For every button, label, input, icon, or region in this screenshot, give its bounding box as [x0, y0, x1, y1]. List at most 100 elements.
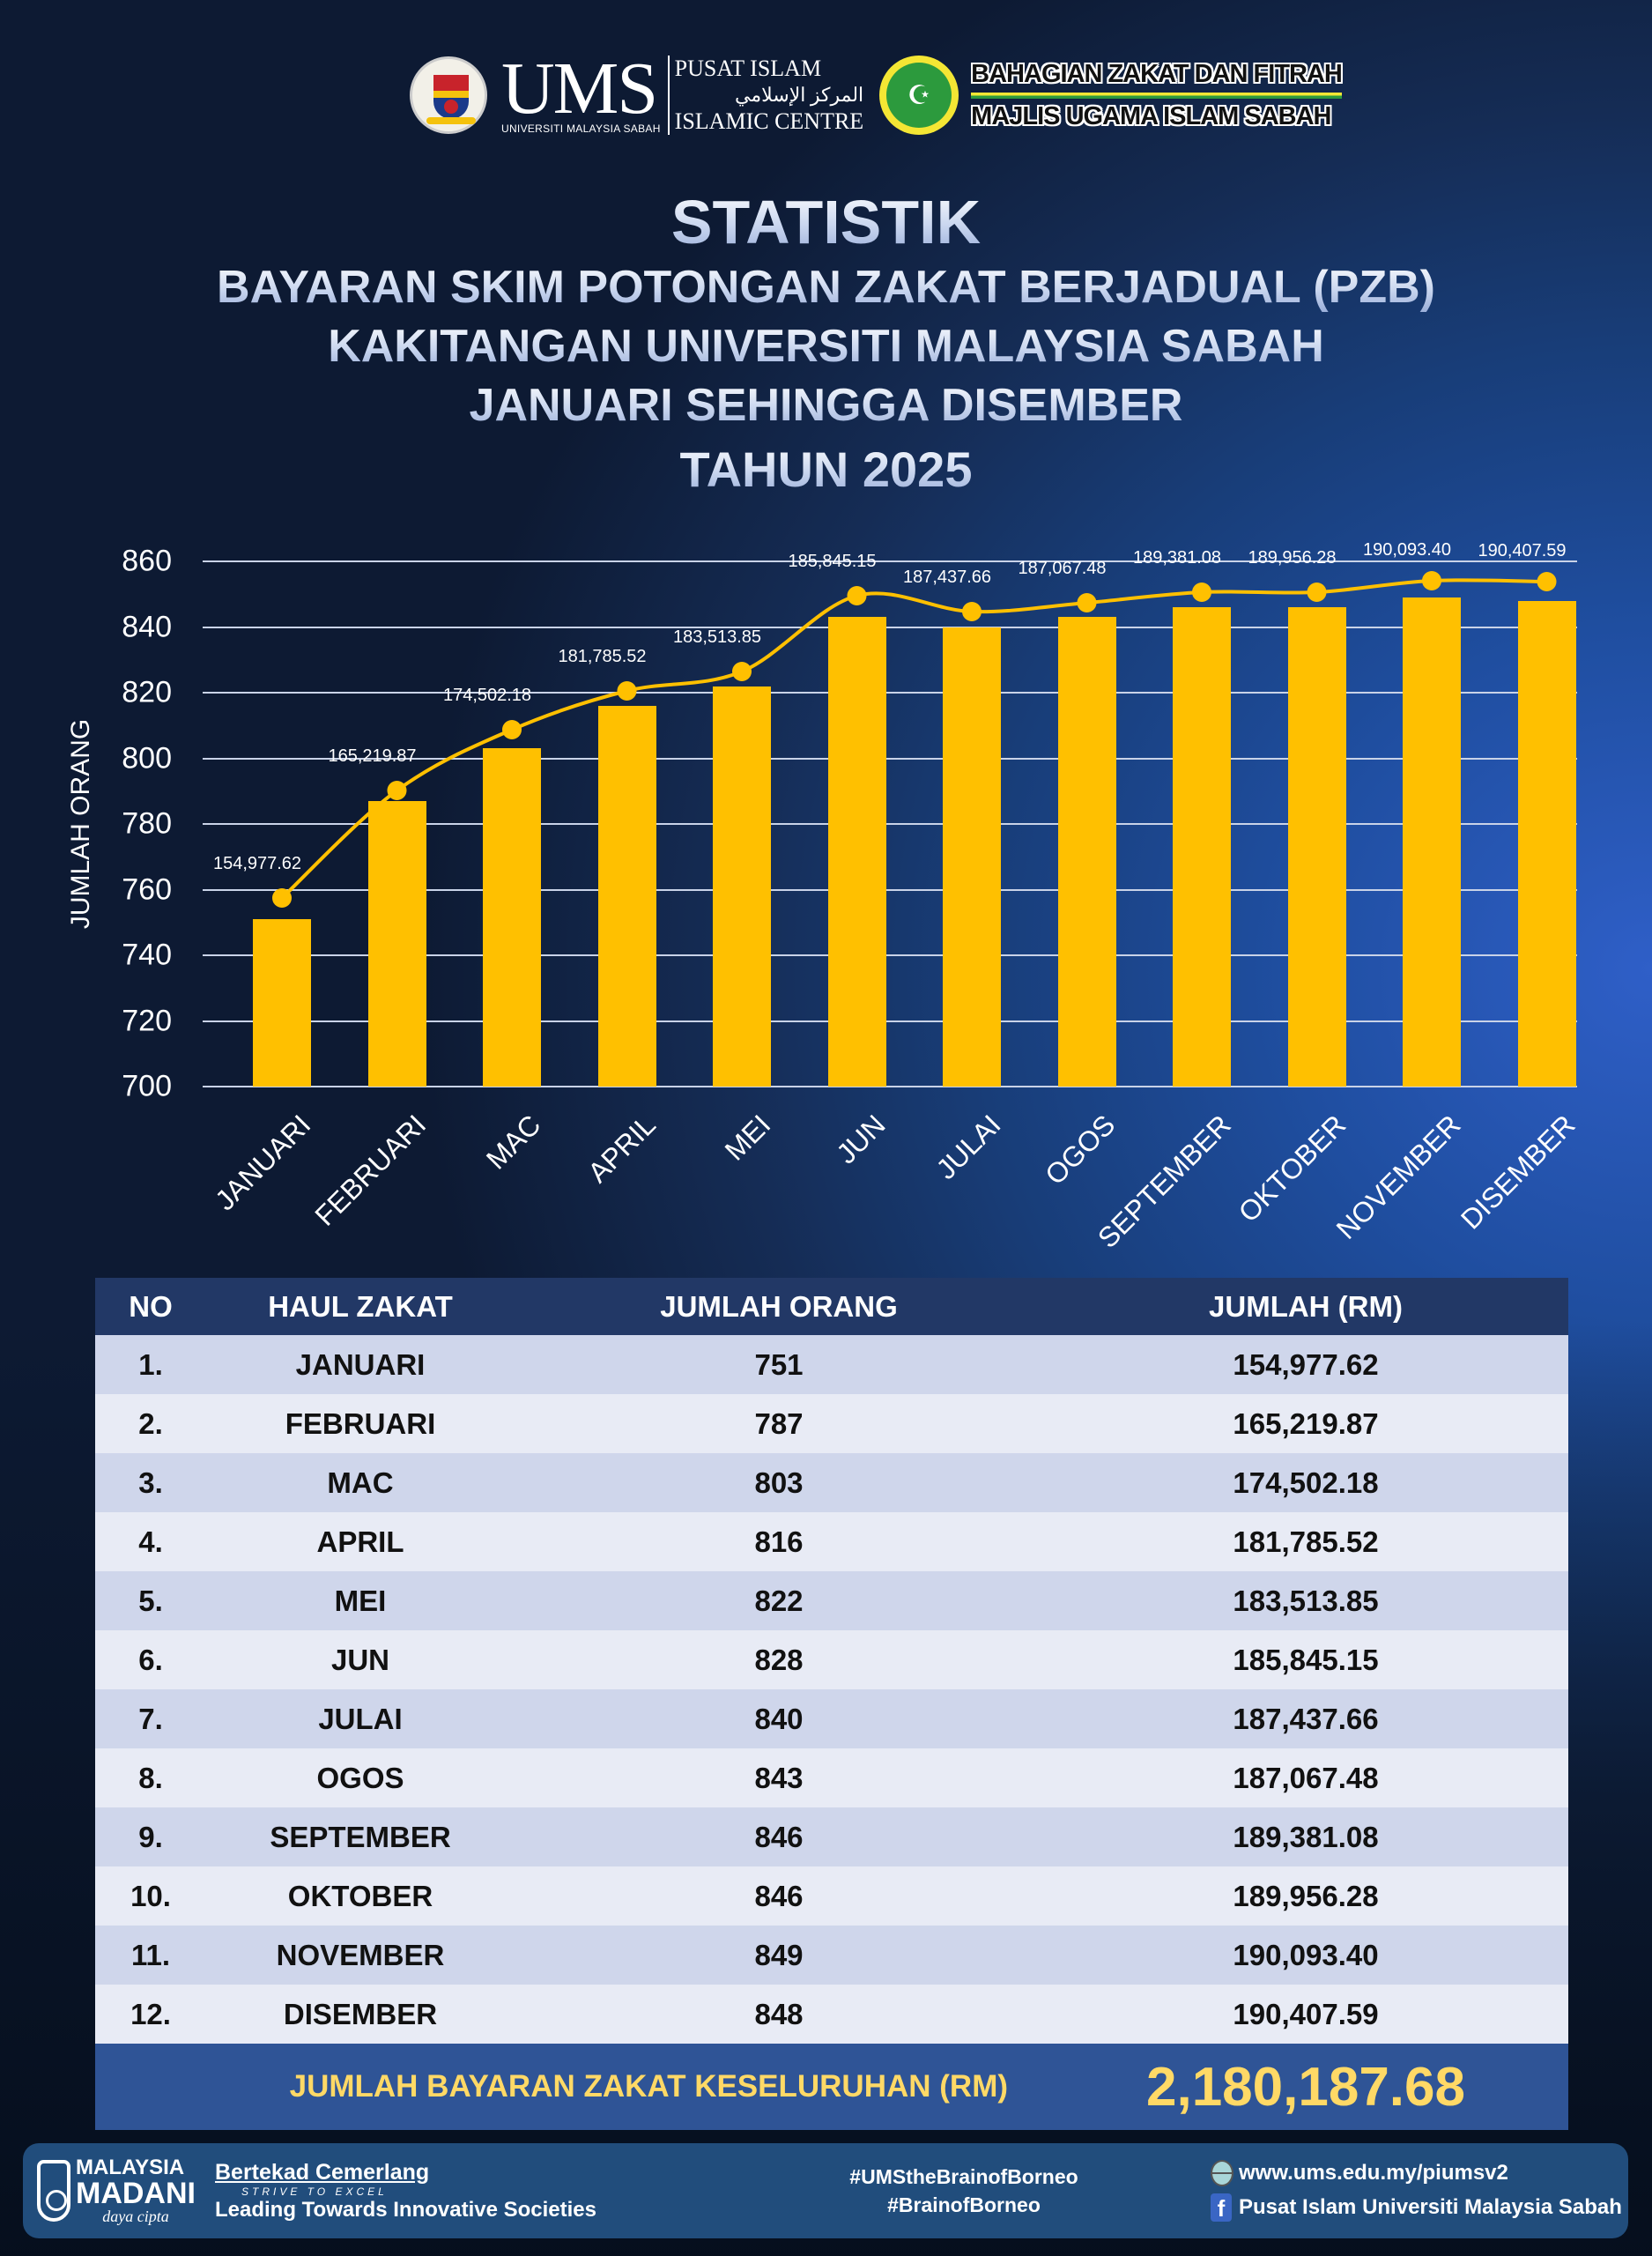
madani-hand-icon — [37, 2160, 70, 2222]
globe-icon — [1211, 2160, 1233, 2186]
table-row: 5. MEI 822 183,513.85 — [95, 1571, 1568, 1630]
header-jumlah-orang: JUMLAH ORANG — [660, 1289, 898, 1323]
title-line1: BAYARAN SKIM POTONGAN ZAKAT BERJADUAL (P… — [0, 261, 1652, 314]
data-label: 187,067.48 — [1018, 559, 1107, 578]
pusat-islam-line1: PUSAT ISLAM — [674, 56, 822, 81]
row-no: 8. — [138, 1761, 163, 1794]
facebook-link[interactable]: f Pusat Islam Universiti Malaysia Sabah — [1211, 2193, 1622, 2222]
line-marker — [387, 781, 407, 800]
ums-wordmark: UMS UNIVERSITI MALAYSIA SABAH — [501, 48, 661, 136]
row-month: SEPTEMBER — [270, 1820, 451, 1853]
table-row: 6. JUN 828 185,845.15 — [95, 1630, 1568, 1689]
muis-emblem-icon: ☪ — [879, 56, 959, 135]
rm-line-series — [272, 571, 1557, 908]
row-count: 849 — [754, 1938, 804, 1971]
ums-subtitle: UNIVERSITI MALAYSIA SABAH — [501, 122, 661, 135]
table-row: 2. FEBRUARI 787 165,219.87 — [95, 1394, 1568, 1453]
row-count: 803 — [754, 1466, 804, 1499]
bar-februari — [367, 800, 426, 1087]
line-marker — [1307, 583, 1327, 602]
bar-mac — [483, 748, 541, 1087]
combo-chart: JUMLAH ORANG 700 720 740 760 780 800 820 840 860… — [122, 540, 1577, 1087]
row-count: 843 — [754, 1761, 804, 1794]
row-count: 846 — [754, 1879, 804, 1912]
madani-line3: daya cipta — [102, 2208, 169, 2225]
row-count: 816 — [754, 1525, 804, 1558]
row-no: 5. — [138, 1584, 163, 1617]
y-tick-label: 740 — [122, 938, 172, 972]
table-row: 10. OKTOBER 846 189,956.28 — [95, 1866, 1568, 1926]
hashtag-borneo: #BrainofBorneo — [887, 2193, 1041, 2216]
line-marker — [502, 720, 522, 739]
data-label: 181,785.52 — [558, 647, 647, 666]
tagline: Bertekad Cemerlang STRIVE TO EXCEL Leadi… — [215, 2160, 717, 2223]
data-label: 174,502.18 — [442, 686, 532, 705]
row-count: 828 — [754, 1643, 804, 1676]
hashtags: #UMStheBrainofBorneo #BrainofBorneo — [717, 2163, 1211, 2219]
row-amount: 174,502.18 — [1233, 1466, 1379, 1499]
gridline — [203, 626, 1577, 628]
line-marker — [272, 888, 292, 908]
row-no: 9. — [138, 1820, 163, 1853]
line-marker — [1422, 571, 1441, 590]
data-label: 190,093.40 — [1362, 540, 1452, 560]
row-no: 12. — [130, 1997, 171, 2030]
row-no: 7. — [138, 1702, 163, 1735]
bar-disember — [1517, 600, 1576, 1087]
pusat-islam-line2: ISLAMIC CENTRE — [674, 108, 864, 134]
gridline — [203, 757, 1577, 760]
line-marker — [1077, 593, 1097, 612]
ums-logo-text: UMS — [501, 48, 658, 130]
row-no: 3. — [138, 1466, 163, 1499]
bar-september — [1173, 607, 1231, 1087]
row-no: 1. — [138, 1347, 163, 1381]
table-row: 8. OGOS 843 187,067.48 — [95, 1748, 1568, 1807]
row-month: JULAI — [318, 1702, 403, 1735]
facebook-text: Pusat Islam Universiti Malaysia Sabah — [1239, 2195, 1622, 2219]
tagline-main: Bertekad Cemerlang — [215, 2159, 430, 2185]
y-tick-label: 720 — [122, 1004, 172, 1037]
row-month: DISEMBER — [283, 1997, 438, 2030]
header-jumlah-rm: JUMLAH (RM) — [1209, 1289, 1403, 1323]
madani-line1: MALAYSIA — [76, 2156, 185, 2179]
footer-bar: MALAYSIA MADANI daya cipta Bertekad Ceme… — [23, 2143, 1628, 2238]
bar-oktober — [1287, 607, 1346, 1087]
bar-ogos — [1057, 617, 1116, 1087]
row-amount: 187,067.48 — [1233, 1761, 1379, 1794]
row-amount: 154,977.62 — [1233, 1347, 1379, 1381]
row-amount: 183,513.85 — [1233, 1584, 1379, 1617]
row-no: 2. — [138, 1406, 163, 1440]
row-no: 10. — [130, 1879, 171, 1912]
website-text: www.ums.edu.my/piumsv2 — [1239, 2161, 1508, 2185]
data-label: 185,845.15 — [788, 552, 877, 571]
y-tick-label: 780 — [122, 806, 172, 841]
y-tick-label: 800 — [122, 741, 172, 775]
pusat-islam-arabic: المركز الإسلامي — [735, 84, 864, 106]
zakat-stripe — [971, 92, 1342, 99]
gridline — [203, 1086, 1577, 1087]
page-title: STATISTIK — [0, 187, 1652, 257]
header-logos: UMS UNIVERSITI MALAYSIA SABAH PUSAT ISLA… — [410, 48, 1343, 139]
row-month: APRIL — [316, 1525, 404, 1558]
data-label: 189,381.08 — [1132, 548, 1222, 568]
title-line3: JANUARI SEHINGGA DISEMBER — [0, 379, 1652, 432]
bar-januari — [253, 919, 311, 1087]
tagline-secondary: Leading Towards Innovative Societies — [215, 2197, 596, 2222]
contacts: www.ums.edu.my/piumsv2 f Pusat Islam Uni… — [1211, 2160, 1622, 2222]
bar-mei — [713, 686, 771, 1087]
gridline — [203, 692, 1577, 694]
line-marker — [962, 602, 982, 621]
row-count: 751 — [754, 1347, 804, 1381]
row-count: 848 — [754, 1997, 804, 2030]
line-marker — [1537, 572, 1557, 591]
line-marker — [732, 662, 752, 681]
row-amount: 190,407.59 — [1233, 1997, 1379, 2030]
hashtag-ums: #UMStheBrainofBorneo — [849, 2165, 1078, 2188]
row-amount: 189,381.08 — [1233, 1820, 1379, 1853]
row-no: 6. — [138, 1643, 163, 1676]
table-row: 11. NOVEMBER 849 190,093.40 — [95, 1926, 1568, 1985]
website-link[interactable]: www.ums.edu.my/piumsv2 — [1211, 2160, 1622, 2186]
table-header: NO HAUL ZAKAT JUMLAH ORANG JUMLAH (RM) — [95, 1278, 1568, 1335]
row-no: 11. — [130, 1938, 171, 1971]
row-count: 822 — [754, 1584, 804, 1617]
